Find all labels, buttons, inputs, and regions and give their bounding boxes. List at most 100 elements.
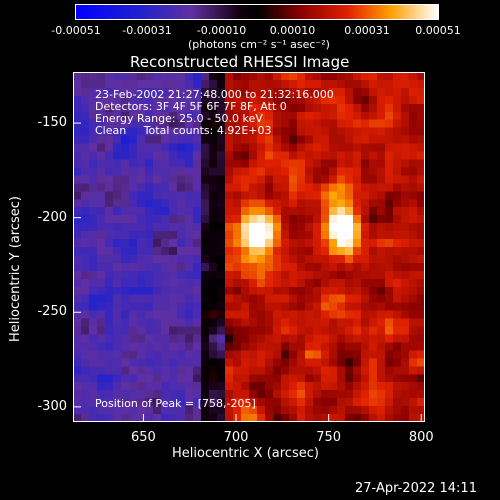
heatmap-cell — [401, 135, 410, 145]
heatmap-cell — [385, 127, 394, 137]
heatmap-cell — [385, 183, 394, 192]
heatmap-cell — [417, 262, 425, 272]
heatmap-cell — [89, 398, 98, 407]
heatmap-cell — [257, 135, 266, 145]
heatmap-cell — [137, 326, 146, 336]
heatmap-cell — [385, 103, 394, 113]
heatmap-cell — [297, 119, 306, 129]
heatmap-cell — [289, 215, 298, 224]
heatmap-cell — [313, 270, 322, 280]
heatmap-cell — [337, 270, 346, 280]
heatmap-cell — [113, 262, 122, 272]
heatmap-cell — [241, 215, 250, 224]
heatmap-cell — [265, 72, 274, 81]
heatmap-cell — [377, 342, 386, 351]
heatmap-cell — [417, 175, 425, 184]
heatmap-cell — [353, 366, 362, 375]
heatmap-cell — [249, 270, 258, 280]
heatmap-cell — [241, 398, 250, 407]
heatmap-cell — [249, 191, 258, 200]
heatmap-cell — [217, 95, 226, 105]
heatmap-cell — [89, 215, 98, 224]
heatmap-cell — [305, 87, 314, 97]
heatmap-cell — [353, 286, 362, 296]
heatmap-cell — [81, 278, 90, 288]
heatmap-cell — [313, 207, 322, 216]
heatmap-cell — [193, 103, 202, 113]
heatmap-cell — [329, 95, 338, 105]
heatmap-cell — [177, 175, 186, 184]
heatmap-cell — [201, 406, 210, 415]
heatmap-cell — [297, 382, 306, 391]
heatmap-cell — [161, 326, 170, 336]
heatmap-cell — [289, 374, 298, 383]
heatmap-cell — [281, 207, 290, 216]
heatmap-cell — [361, 406, 370, 415]
heatmap-cell — [121, 72, 130, 81]
heatmap-cell — [153, 390, 162, 399]
heatmap-cell — [153, 270, 162, 280]
heatmap-cell — [353, 95, 362, 105]
heatmap-cell — [201, 278, 210, 288]
heatmap-cell — [193, 358, 202, 367]
heatmap-cell — [177, 278, 186, 288]
heatmap-cell — [81, 199, 90, 208]
heatmap-cell — [129, 127, 138, 137]
heatmap-cell — [129, 350, 138, 359]
heatmap-cell — [217, 366, 226, 375]
heatmap-cell — [329, 390, 338, 399]
heatmap-cell — [233, 87, 242, 97]
heatmap-cell — [281, 342, 290, 351]
heatmap-cell — [257, 72, 266, 81]
heatmap-cell — [121, 247, 130, 256]
heatmap-cell — [193, 183, 202, 192]
heatmap-cell — [105, 207, 114, 216]
heatmap-cell — [249, 358, 258, 367]
heatmap-cell — [169, 390, 178, 399]
heatmap-cell — [73, 278, 82, 288]
heatmap-cell — [273, 215, 282, 224]
heatmap-cell — [121, 151, 130, 161]
heatmap-cell — [313, 358, 322, 367]
heatmap-cell — [305, 183, 314, 192]
heatmap-cell — [361, 247, 370, 256]
heatmap-cell — [249, 382, 258, 391]
heatmap-cell — [321, 286, 330, 296]
heatmap-cell — [401, 286, 410, 296]
heatmap-cell — [193, 318, 202, 328]
heatmap-cell — [201, 366, 210, 375]
heatmap-cell — [161, 294, 170, 304]
heatmap-cell — [233, 318, 242, 328]
heatmap-cell — [377, 334, 386, 344]
heatmap-cell — [209, 223, 218, 232]
heatmap-cell — [153, 119, 162, 129]
heatmap-cell — [121, 318, 130, 328]
heatmap-cell — [321, 72, 330, 81]
heatmap-cell — [241, 414, 250, 422]
heatmap-cell — [113, 374, 122, 383]
heatmap-cell — [73, 350, 82, 359]
heatmap-cell — [361, 350, 370, 359]
heatmap-cell — [289, 414, 298, 422]
heatmap-cell — [313, 223, 322, 232]
heatmap-cell — [241, 326, 250, 336]
heatmap-cell — [257, 183, 266, 192]
heatmap-cell — [417, 286, 425, 296]
heatmap-cell — [337, 326, 346, 336]
heatmap-cell — [321, 239, 330, 248]
heatmap-cell — [369, 350, 378, 359]
heatmap-cell — [393, 414, 402, 422]
heatmap-cell — [241, 358, 250, 367]
heatmap-cell — [193, 79, 202, 89]
heatmap-cell — [281, 191, 290, 200]
heatmap-cell — [353, 326, 362, 336]
heatmap-cell — [97, 350, 106, 359]
heatmap-cell — [337, 127, 346, 137]
heatmap-cell — [417, 79, 425, 89]
heatmap-cell — [209, 390, 218, 399]
heatmap-cell — [113, 334, 122, 344]
heatmap-cell — [129, 231, 138, 240]
heatmap-cell — [257, 294, 266, 304]
heatmap-cell — [385, 286, 394, 296]
heatmap-cell — [257, 191, 266, 200]
